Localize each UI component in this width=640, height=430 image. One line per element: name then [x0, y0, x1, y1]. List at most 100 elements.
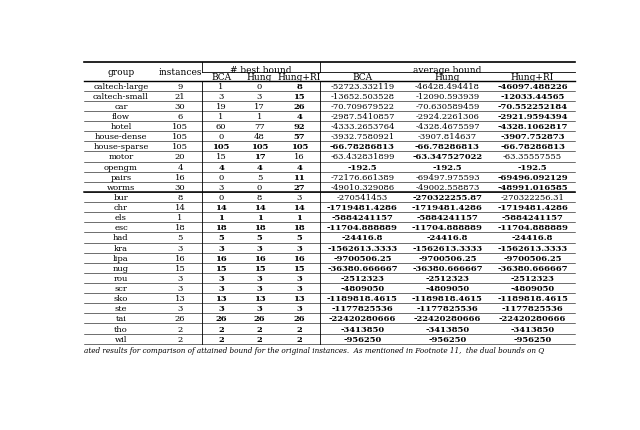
Text: 2: 2: [257, 335, 262, 343]
Text: -49010.329086: -49010.329086: [330, 184, 394, 191]
Text: 16: 16: [294, 153, 305, 161]
Text: -63.35557555: -63.35557555: [503, 153, 562, 161]
Text: 3: 3: [257, 304, 262, 313]
Text: -5884241157: -5884241157: [502, 214, 563, 222]
Text: -9700506.25: -9700506.25: [503, 254, 562, 262]
Text: -1719481.4286: -1719481.4286: [412, 204, 483, 212]
Text: 15: 15: [216, 153, 227, 161]
Text: -4328.4675597: -4328.4675597: [415, 123, 480, 131]
Text: hotel: hotel: [110, 123, 132, 131]
Text: -22420280666: -22420280666: [499, 315, 566, 322]
Text: -63.432831899: -63.432831899: [330, 153, 395, 161]
Text: # best bound: # best bound: [230, 66, 292, 75]
Text: 4: 4: [296, 113, 302, 121]
Text: 30: 30: [175, 184, 186, 191]
Text: -5884241157: -5884241157: [332, 214, 394, 222]
Text: had: had: [113, 234, 129, 242]
Text: -11704.888889: -11704.888889: [327, 224, 398, 232]
Text: 105: 105: [172, 133, 188, 141]
Text: -1189818.4615: -1189818.4615: [327, 295, 398, 302]
Text: 18: 18: [215, 224, 227, 232]
Text: -3907.814637: -3907.814637: [418, 133, 477, 141]
Text: -49002.558873: -49002.558873: [415, 184, 479, 191]
Text: 2: 2: [257, 325, 262, 333]
Text: opengm: opengm: [104, 163, 138, 171]
Text: 77: 77: [254, 123, 265, 131]
Text: -270322255.87: -270322255.87: [412, 194, 483, 202]
Text: -1189818.4615: -1189818.4615: [497, 295, 568, 302]
Text: 16: 16: [175, 173, 186, 181]
Text: 14: 14: [253, 204, 266, 212]
Text: caltech-small: caltech-small: [93, 92, 149, 101]
Text: 9: 9: [177, 83, 182, 90]
Text: 14: 14: [293, 204, 305, 212]
Text: 0: 0: [218, 173, 224, 181]
Text: 17: 17: [254, 103, 265, 111]
Text: ated results for comparison of attained bound for the original instances.  As me: ated results for comparison of attained …: [84, 347, 544, 355]
Text: -2924.2261306: -2924.2261306: [415, 113, 479, 121]
Text: -66.78286813: -66.78286813: [330, 143, 395, 151]
Text: -1177825536: -1177825536: [417, 304, 478, 313]
Text: -12033.44565: -12033.44565: [500, 92, 564, 101]
Text: Hung+RI: Hung+RI: [278, 73, 321, 82]
Text: 4: 4: [177, 163, 183, 171]
Text: 15: 15: [294, 92, 305, 101]
Text: 3: 3: [218, 304, 224, 313]
Text: 0: 0: [218, 133, 224, 141]
Text: Hung+RI: Hung+RI: [511, 73, 554, 82]
Text: wil: wil: [115, 335, 127, 343]
Text: 3: 3: [296, 274, 302, 282]
Text: -9700506.25: -9700506.25: [418, 254, 477, 262]
Text: pairs: pairs: [111, 173, 132, 181]
Text: 30: 30: [175, 103, 186, 111]
Text: 5: 5: [257, 173, 262, 181]
Text: -2512323: -2512323: [426, 274, 469, 282]
Text: -9700506.25: -9700506.25: [333, 254, 392, 262]
Text: chr: chr: [114, 204, 128, 212]
Text: -192.5: -192.5: [433, 163, 462, 171]
Text: -4328.1062817: -4328.1062817: [497, 123, 568, 131]
Text: 27: 27: [294, 184, 305, 191]
Text: 26: 26: [294, 103, 305, 111]
Text: -4809050: -4809050: [511, 284, 554, 292]
Text: group: group: [108, 68, 134, 77]
Text: 17: 17: [253, 153, 266, 161]
Text: BCA: BCA: [211, 73, 231, 82]
Text: 3: 3: [218, 284, 224, 292]
Text: -48991.016585: -48991.016585: [497, 184, 568, 191]
Text: 3: 3: [296, 304, 302, 313]
Text: -1562613.3333: -1562613.3333: [327, 244, 397, 252]
Text: 0: 0: [257, 83, 262, 90]
Text: 105: 105: [172, 123, 188, 131]
Text: -270541453: -270541453: [337, 194, 388, 202]
Text: -1562613.3333: -1562613.3333: [412, 244, 483, 252]
Text: 1: 1: [296, 214, 302, 222]
Text: 18: 18: [253, 224, 266, 232]
Text: 2: 2: [296, 335, 302, 343]
Text: 18: 18: [175, 224, 186, 232]
Text: -69497.975593: -69497.975593: [415, 173, 480, 181]
Text: esc: esc: [114, 224, 128, 232]
Text: car: car: [115, 103, 128, 111]
Text: 1: 1: [218, 214, 224, 222]
Text: -4809050: -4809050: [426, 284, 470, 292]
Text: 92: 92: [294, 123, 305, 131]
Text: 26: 26: [294, 315, 305, 322]
Text: caltech-large: caltech-large: [93, 83, 148, 90]
Text: -63.347527022: -63.347527022: [412, 153, 483, 161]
Text: 1: 1: [177, 214, 182, 222]
Text: 3: 3: [257, 284, 262, 292]
Text: -2512323: -2512323: [340, 274, 385, 282]
Text: -12090.593939: -12090.593939: [415, 92, 479, 101]
Text: -956250: -956250: [343, 335, 381, 343]
Text: bur: bur: [114, 194, 129, 202]
Text: 5: 5: [218, 234, 224, 242]
Text: -3932.7580921: -3932.7580921: [330, 133, 394, 141]
Text: 5: 5: [296, 234, 302, 242]
Text: 18: 18: [293, 224, 305, 232]
Text: 2: 2: [296, 325, 302, 333]
Text: 3: 3: [177, 284, 182, 292]
Text: 26: 26: [253, 315, 266, 322]
Text: lipa: lipa: [113, 254, 129, 262]
Text: 1: 1: [218, 113, 224, 121]
